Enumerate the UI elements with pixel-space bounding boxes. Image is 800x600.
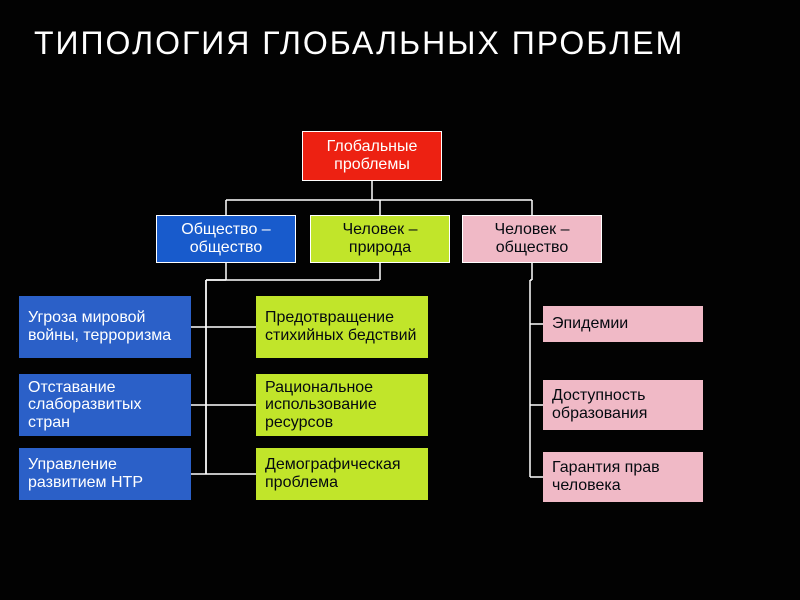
leaf-label: Отставание слаборазвитых стран bbox=[28, 379, 182, 432]
leaf-box: Эпидемии bbox=[543, 306, 703, 342]
leaf-box: Гарантия прав человека bbox=[543, 452, 703, 502]
leaf-box: Рациональное использование ресурсов bbox=[256, 374, 428, 436]
leaf-label: Угроза мировой войны, терроризма bbox=[28, 309, 182, 344]
root-node: Глобальные проблемы bbox=[302, 131, 442, 181]
leaf-label: Эпидемии bbox=[552, 315, 628, 333]
leaf-label: Предотвращение стихийных бедствий bbox=[265, 309, 419, 344]
leaf-box: Угроза мировой войны, терроризма bbox=[19, 296, 191, 358]
leaf-box: Отставание слаборазвитых стран bbox=[19, 374, 191, 436]
leaf-label: Демографическая проблема bbox=[265, 456, 419, 491]
leaf-label: Гарантия прав человека bbox=[552, 459, 694, 494]
root-label: Глобальные проблемы bbox=[309, 138, 435, 175]
leaf-label: Управление развитием НТР bbox=[28, 456, 182, 491]
category-label: Человек – природа bbox=[317, 221, 443, 258]
category-node-society-society: Общество – общество bbox=[156, 215, 296, 263]
leaf-label: Рациональное использование ресурсов bbox=[265, 379, 419, 432]
leaf-box: Предотвращение стихийных бедствий bbox=[256, 296, 428, 358]
category-label: Общество – общество bbox=[163, 221, 289, 258]
leaf-label: Доступность образования bbox=[552, 387, 694, 422]
page-title: ТИПОЛОГИЯ ГЛОБАЛЬНЫХ ПРОБЛЕМ bbox=[34, 24, 684, 62]
category-label: Человек – общество bbox=[469, 221, 595, 258]
leaf-box: Доступность образования bbox=[543, 380, 703, 430]
category-node-human-nature: Человек – природа bbox=[310, 215, 450, 263]
leaf-box: Демографическая проблема bbox=[256, 448, 428, 500]
category-node-human-society: Человек – общество bbox=[462, 215, 602, 263]
leaf-box: Управление развитием НТР bbox=[19, 448, 191, 500]
